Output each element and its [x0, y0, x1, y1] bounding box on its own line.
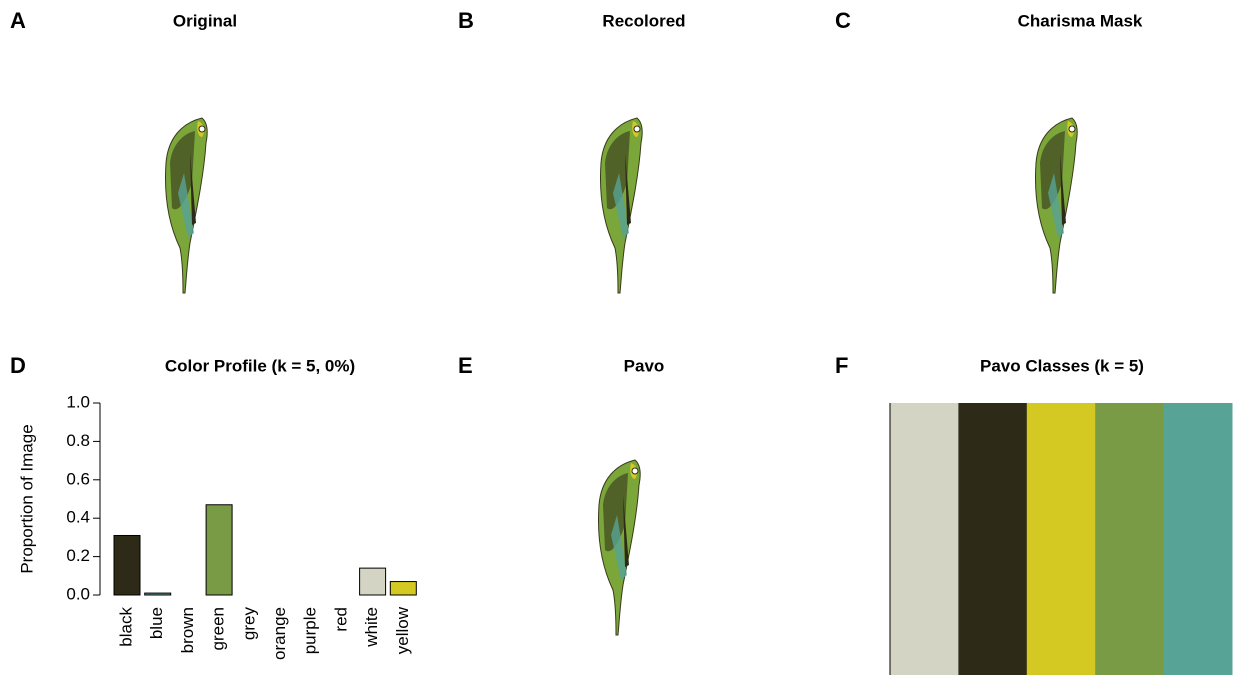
bird-image — [166, 118, 208, 293]
panel-title: Recolored — [602, 11, 685, 30]
panel-title: Charisma Mask — [1018, 11, 1143, 30]
panel-title: Color Profile (k = 5, 0%) — [165, 356, 355, 375]
panel-label: C — [835, 8, 851, 33]
bar — [114, 535, 140, 595]
color-class — [1164, 403, 1233, 675]
panel-label: D — [10, 353, 26, 378]
x-tick-label: yellow — [393, 606, 412, 654]
y-tick-label: 0.8 — [66, 431, 90, 450]
panel-label: A — [10, 8, 26, 33]
bar — [390, 582, 416, 595]
bar — [360, 568, 386, 595]
panel-label: E — [458, 353, 473, 378]
bar — [145, 593, 171, 595]
color-class — [1095, 403, 1164, 675]
x-tick-label: grey — [239, 607, 258, 641]
x-tick-label: red — [331, 607, 350, 632]
panel-title: Pavo — [624, 356, 665, 375]
x-tick-label: orange — [270, 607, 289, 660]
panel-label: F — [835, 353, 848, 378]
bird-image — [601, 118, 643, 293]
y-tick-label: 0.0 — [66, 584, 90, 603]
x-tick-label: white — [362, 607, 381, 648]
y-tick-label: 0.2 — [66, 546, 90, 565]
figure: A Original B Recolored C Charisma Mask D Color … — [0, 0, 1239, 675]
color-class — [890, 403, 959, 675]
y-tick-label: 0.4 — [66, 508, 90, 527]
panel-title: Original — [173, 11, 237, 30]
bar — [206, 505, 232, 595]
x-tick-label: green — [209, 607, 228, 650]
color-class — [1027, 403, 1096, 675]
x-tick-label: blue — [147, 607, 166, 639]
panel-label: B — [458, 8, 474, 33]
y-tick-label: 0.6 — [66, 469, 90, 488]
x-tick-label: brown — [178, 607, 197, 653]
y-tick-label: 1.0 — [66, 392, 90, 411]
bird-image — [1036, 118, 1078, 293]
x-tick-label: purple — [301, 607, 320, 654]
bird-image — [599, 460, 641, 635]
panel-title: Pavo Classes (k = 5) — [980, 356, 1144, 375]
color-class — [958, 403, 1027, 675]
x-tick-label: black — [116, 607, 135, 647]
y-axis-label: Proportion of Image — [17, 424, 36, 573]
